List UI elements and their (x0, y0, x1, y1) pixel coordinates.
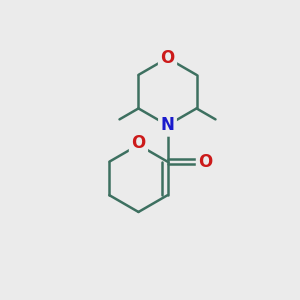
Text: N: N (160, 116, 174, 134)
Text: O: O (160, 49, 175, 67)
Text: O: O (131, 134, 146, 152)
Text: O: O (198, 153, 212, 171)
